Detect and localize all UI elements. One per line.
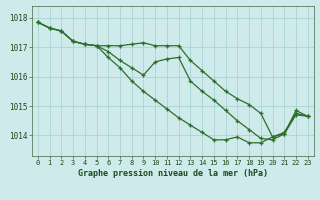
- X-axis label: Graphe pression niveau de la mer (hPa): Graphe pression niveau de la mer (hPa): [78, 169, 268, 178]
